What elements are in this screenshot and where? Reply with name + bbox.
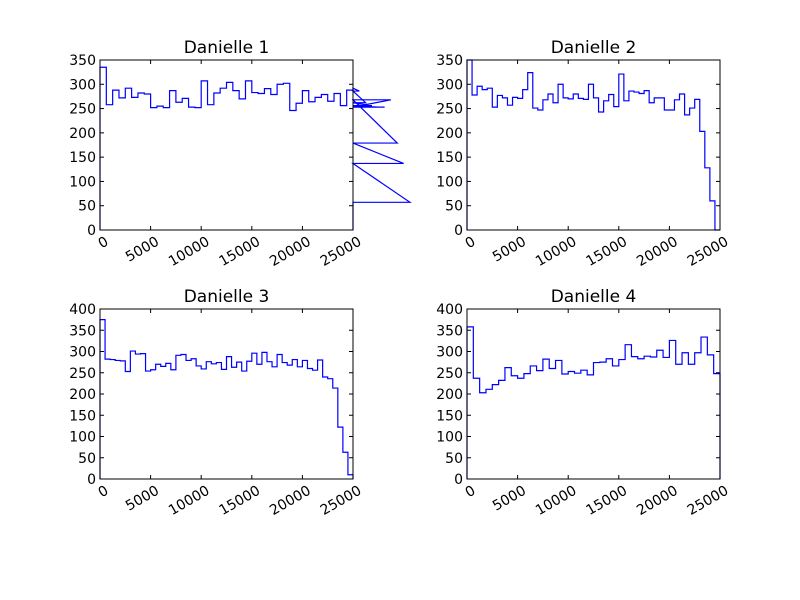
y-tick-label: 150 (436, 150, 463, 166)
y-tick-label: 50 (445, 199, 463, 215)
y-tick-label: 400 (69, 302, 96, 318)
y-tick-label: 50 (78, 199, 96, 215)
y-tick-label: 250 (436, 366, 463, 382)
y-tick-label: 150 (436, 408, 463, 424)
y-tick-label: 50 (445, 451, 463, 467)
axes-frame (466, 59, 721, 231)
y-tick-label: 250 (69, 366, 96, 382)
y-tick-label: 300 (436, 345, 463, 361)
y-tick-label: 100 (69, 174, 96, 190)
y-tick-label: 200 (436, 126, 463, 142)
y-tick-label: 100 (436, 174, 463, 190)
y-tick-label: 250 (436, 102, 463, 118)
y-tick-label: 0 (454, 472, 463, 488)
y-tick-label: 400 (436, 302, 463, 318)
subplot-title: Danielle 1 (184, 38, 270, 58)
histogram-series (466, 326, 721, 479)
y-tick-label: 100 (69, 430, 96, 446)
y-tick-label: 350 (69, 53, 96, 69)
histogram-series (466, 59, 720, 231)
y-tick-label: 150 (69, 408, 96, 424)
axes-frame (99, 59, 354, 231)
histogram-series (99, 66, 412, 230)
y-tick-label: 350 (436, 53, 463, 69)
y-tick-label: 250 (69, 102, 96, 118)
subplot-title: Danielle 2 (551, 38, 637, 58)
y-tick-label: 350 (436, 323, 463, 339)
y-tick-label: 0 (87, 223, 96, 239)
y-tick-label: 150 (69, 150, 96, 166)
y-tick-label: 0 (87, 472, 96, 488)
y-tick-label: 350 (69, 323, 96, 339)
y-tick-label: 200 (69, 387, 96, 403)
y-tick-label: 300 (436, 77, 463, 93)
subplot-title: Danielle 3 (184, 287, 270, 307)
y-tick-label: 200 (436, 387, 463, 403)
y-tick-label: 200 (69, 126, 96, 142)
y-tick-label: 100 (436, 430, 463, 446)
y-tick-label: 300 (69, 77, 96, 93)
y-tick-label: 50 (78, 451, 96, 467)
subplot-title: Danielle 4 (551, 287, 637, 307)
histogram-series (99, 319, 354, 479)
y-tick-label: 300 (69, 345, 96, 361)
y-tick-label: 0 (454, 223, 463, 239)
